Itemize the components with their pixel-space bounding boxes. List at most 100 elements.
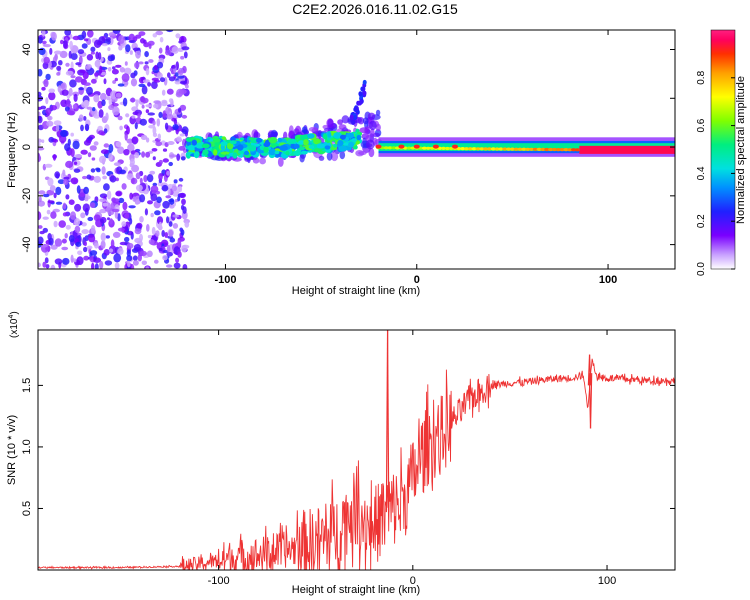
noise-speckle bbox=[62, 212, 68, 217]
noise-speckle bbox=[178, 89, 187, 95]
noise-speckle bbox=[154, 259, 159, 264]
noise-speckle bbox=[39, 230, 45, 235]
noise-speckle bbox=[54, 258, 63, 265]
broadband-core bbox=[212, 138, 221, 143]
noise-speckle bbox=[158, 159, 163, 165]
broadband-core bbox=[351, 138, 357, 143]
noise-speckle bbox=[126, 173, 134, 181]
noise-speckle bbox=[70, 132, 74, 137]
noise-speckle bbox=[48, 88, 55, 94]
noise-speckle bbox=[154, 210, 161, 216]
broadband-core bbox=[322, 133, 328, 140]
noise-speckle bbox=[158, 111, 163, 118]
noise-speckle bbox=[38, 196, 42, 203]
noise-speckle bbox=[42, 40, 47, 45]
noise-speckle bbox=[72, 35, 81, 41]
noise-speckle bbox=[128, 205, 136, 209]
noise-speckle bbox=[142, 79, 150, 84]
noise-speckle bbox=[88, 234, 96, 243]
broadband-core bbox=[308, 145, 315, 149]
noise-speckle bbox=[155, 30, 164, 36]
noise-speckle bbox=[182, 264, 188, 269]
carrier-core bbox=[483, 147, 489, 151]
carrier-core bbox=[448, 146, 454, 151]
noise-speckle bbox=[113, 162, 122, 167]
spectrogram-frame bbox=[37, 29, 676, 270]
broadband-halo bbox=[267, 131, 278, 138]
noise-speckle bbox=[134, 227, 142, 235]
spectrogram-y-tick-label: 40 bbox=[21, 43, 33, 55]
noise-speckle bbox=[38, 115, 43, 124]
noise-speckle bbox=[105, 112, 109, 121]
noise-speckle bbox=[146, 174, 154, 183]
carrier-strong bbox=[579, 145, 675, 154]
carrier-peak bbox=[452, 144, 459, 149]
noise-speckle bbox=[130, 72, 136, 79]
noise-speckle bbox=[38, 236, 44, 245]
spectrogram-x-axis-label: Height of straight line (km) bbox=[292, 285, 420, 297]
noise-speckle bbox=[141, 104, 145, 109]
broadband-core bbox=[348, 141, 355, 148]
noise-speckle bbox=[146, 224, 150, 232]
broadband-halo bbox=[318, 155, 325, 161]
noise-speckle bbox=[69, 79, 77, 88]
noise-speckle bbox=[38, 147, 45, 151]
broadband-halo bbox=[259, 157, 266, 165]
broadband-core bbox=[220, 141, 228, 147]
carrier-core bbox=[555, 148, 561, 152]
noise-speckle bbox=[117, 247, 124, 255]
noise-speckle bbox=[168, 229, 174, 237]
noise-speckle bbox=[172, 223, 179, 229]
colorbar-tick-label: 0.4 bbox=[696, 166, 707, 180]
noise-speckle bbox=[121, 73, 130, 82]
noise-speckle bbox=[50, 264, 56, 269]
noise-speckle bbox=[86, 54, 94, 61]
noise-speckle bbox=[158, 47, 163, 54]
noise-speckle bbox=[107, 217, 110, 221]
noise-speckle bbox=[115, 64, 122, 68]
noise-speckle bbox=[60, 83, 66, 89]
broadband-core bbox=[229, 140, 237, 145]
noise-speckle bbox=[121, 183, 127, 190]
broadband-core bbox=[193, 151, 200, 159]
noise-speckle bbox=[64, 143, 71, 152]
noise-speckle bbox=[83, 82, 91, 86]
noise-speckle bbox=[84, 123, 90, 132]
colorbar-ticks: 0.0 0.2 0.4 0.6 0.8 bbox=[696, 70, 735, 276]
carrier-core bbox=[440, 146, 447, 150]
noise-speckle bbox=[115, 92, 122, 98]
carrier-core bbox=[571, 148, 577, 152]
noise-speckle bbox=[86, 245, 93, 250]
noise-speckle bbox=[38, 142, 41, 147]
noise-speckle bbox=[155, 141, 162, 147]
broadband-core bbox=[232, 152, 238, 159]
noise-speckle bbox=[80, 149, 88, 155]
noise-speckle bbox=[166, 264, 173, 268]
noise-speckle bbox=[129, 158, 135, 166]
noise-speckle bbox=[66, 98, 71, 108]
noise-speckle bbox=[117, 213, 121, 222]
noise-speckle bbox=[132, 47, 141, 51]
noise-speckle bbox=[94, 59, 101, 68]
spectrogram-y-tick-label: -40 bbox=[21, 237, 33, 253]
noise-speckle bbox=[109, 175, 117, 183]
noise-speckle bbox=[99, 260, 104, 269]
noise-speckle bbox=[144, 61, 149, 65]
noise-speckle bbox=[124, 67, 132, 76]
noise-speckle bbox=[126, 255, 133, 262]
noise-speckle bbox=[55, 186, 62, 196]
broadband-core bbox=[202, 149, 209, 156]
noise-speckle bbox=[139, 118, 147, 126]
noise-speckle bbox=[95, 51, 99, 60]
broadband-core bbox=[243, 150, 250, 156]
noise-speckle bbox=[47, 200, 55, 204]
noise-speckle bbox=[75, 241, 82, 247]
noise-speckle bbox=[57, 179, 65, 185]
rising-streak bbox=[353, 107, 358, 112]
noise-speckle bbox=[141, 85, 148, 95]
noise-speckle bbox=[81, 43, 88, 49]
noise-speckle bbox=[172, 214, 180, 218]
broadband-core bbox=[248, 145, 257, 152]
noise-speckle bbox=[127, 143, 135, 152]
rising-streak bbox=[362, 79, 367, 85]
